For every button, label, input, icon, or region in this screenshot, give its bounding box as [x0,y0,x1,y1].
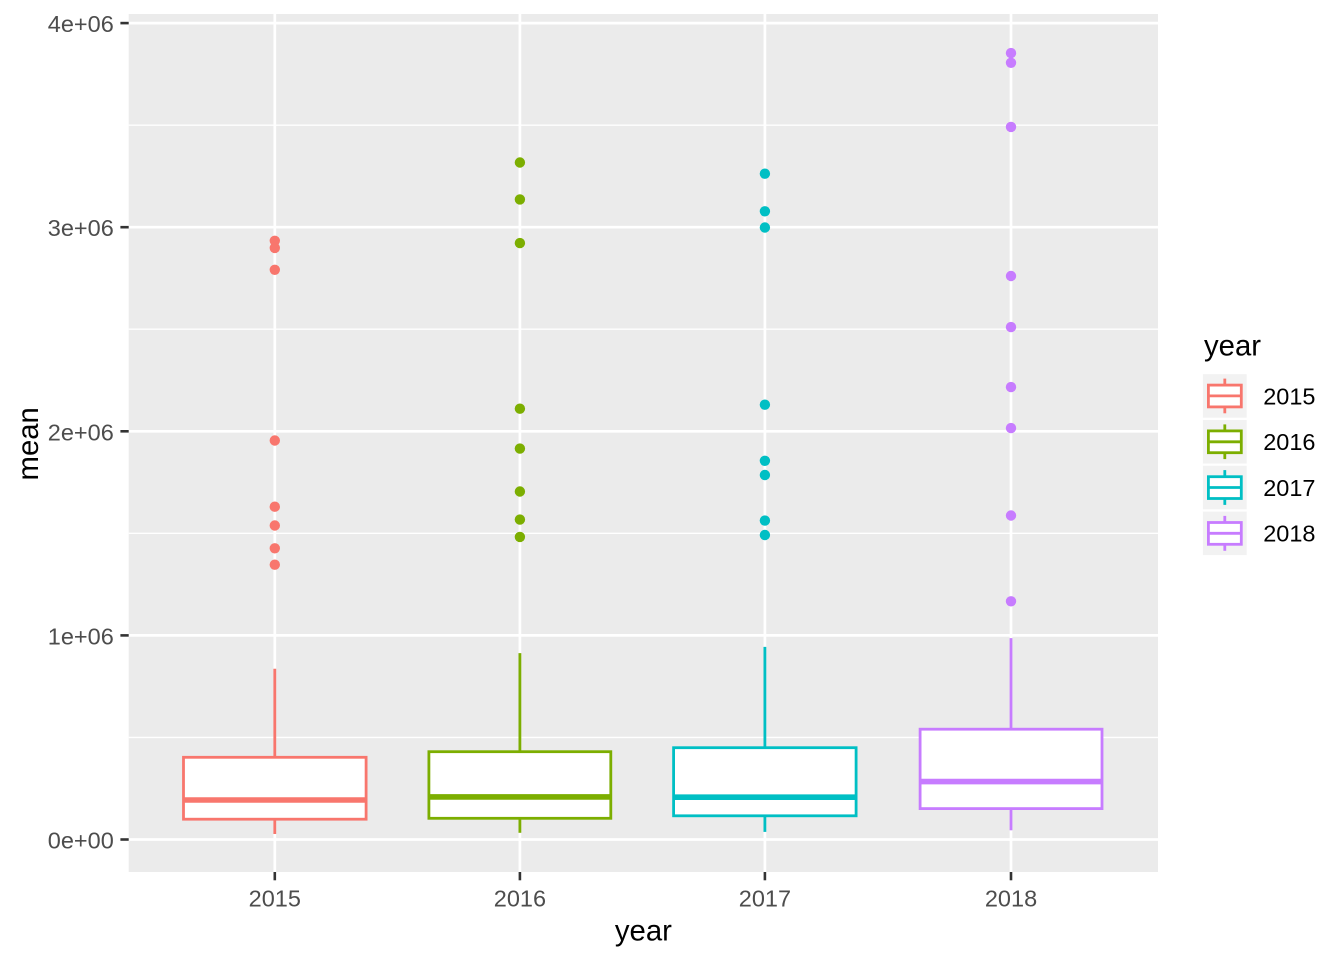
svg-text:year: year [615,915,672,948]
svg-text:2015: 2015 [249,886,301,912]
svg-text:4e+06: 4e+06 [48,11,114,37]
svg-text:1e+06: 1e+06 [48,623,114,649]
svg-text:2018: 2018 [985,886,1037,912]
svg-text:0e+00: 0e+00 [48,828,114,854]
svg-text:2016: 2016 [1263,429,1315,455]
svg-text:2e+06: 2e+06 [48,419,114,445]
svg-text:year: year [1204,330,1261,363]
svg-text:3e+06: 3e+06 [48,215,114,241]
svg-text:2017: 2017 [1263,475,1315,501]
svg-text:2016: 2016 [494,886,546,912]
svg-text:2015: 2015 [1263,383,1315,409]
svg-text:mean: mean [12,407,45,480]
svg-text:2017: 2017 [739,886,791,912]
svg-text:2018: 2018 [1263,521,1315,547]
